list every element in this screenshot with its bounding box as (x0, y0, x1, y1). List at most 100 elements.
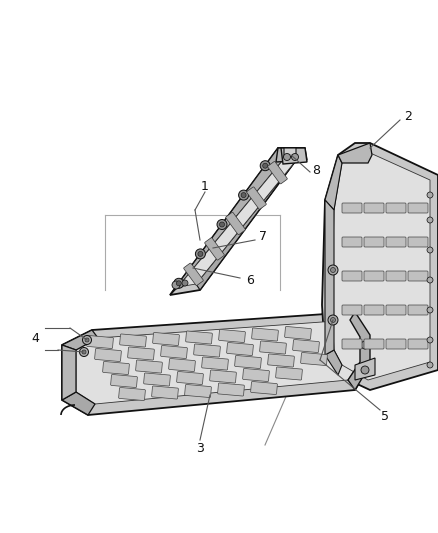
FancyBboxPatch shape (268, 354, 294, 367)
Circle shape (172, 281, 180, 289)
FancyBboxPatch shape (127, 347, 154, 360)
Circle shape (263, 163, 268, 168)
Circle shape (292, 154, 299, 160)
Polygon shape (76, 320, 360, 404)
FancyBboxPatch shape (293, 340, 319, 352)
FancyBboxPatch shape (408, 203, 428, 213)
FancyBboxPatch shape (95, 349, 121, 361)
FancyBboxPatch shape (120, 334, 146, 347)
FancyBboxPatch shape (408, 305, 428, 315)
Circle shape (427, 217, 433, 223)
Polygon shape (276, 148, 307, 162)
FancyBboxPatch shape (226, 212, 245, 235)
Polygon shape (62, 312, 370, 415)
FancyBboxPatch shape (119, 387, 145, 400)
Text: 8: 8 (312, 164, 320, 176)
Polygon shape (284, 148, 296, 157)
FancyBboxPatch shape (235, 356, 261, 368)
Circle shape (427, 337, 433, 343)
FancyBboxPatch shape (177, 372, 203, 384)
Polygon shape (170, 148, 305, 295)
FancyBboxPatch shape (364, 203, 384, 213)
Text: 1: 1 (201, 180, 209, 192)
FancyBboxPatch shape (342, 203, 362, 213)
Circle shape (182, 280, 188, 286)
Circle shape (283, 154, 290, 160)
FancyBboxPatch shape (364, 305, 384, 315)
Circle shape (198, 252, 203, 256)
FancyBboxPatch shape (260, 341, 286, 354)
FancyBboxPatch shape (144, 373, 170, 386)
Polygon shape (281, 148, 307, 164)
Circle shape (82, 350, 86, 354)
FancyBboxPatch shape (243, 368, 269, 382)
Polygon shape (62, 345, 76, 400)
Polygon shape (325, 350, 342, 375)
FancyBboxPatch shape (152, 386, 178, 399)
Text: 6: 6 (246, 273, 254, 287)
Circle shape (241, 192, 246, 198)
Polygon shape (170, 148, 283, 295)
FancyBboxPatch shape (364, 271, 384, 281)
FancyBboxPatch shape (184, 263, 203, 286)
Circle shape (427, 307, 433, 313)
Circle shape (80, 348, 88, 357)
Polygon shape (322, 143, 438, 390)
Circle shape (85, 338, 89, 342)
FancyBboxPatch shape (186, 331, 212, 344)
FancyBboxPatch shape (408, 237, 428, 247)
FancyBboxPatch shape (386, 203, 406, 213)
FancyBboxPatch shape (408, 271, 428, 281)
Text: 4: 4 (31, 332, 39, 344)
FancyBboxPatch shape (161, 345, 187, 359)
FancyBboxPatch shape (342, 305, 362, 315)
Text: 7: 7 (259, 230, 267, 244)
FancyBboxPatch shape (364, 339, 384, 349)
Circle shape (331, 318, 336, 322)
FancyBboxPatch shape (342, 237, 362, 247)
Polygon shape (325, 155, 342, 210)
Circle shape (427, 277, 433, 283)
Circle shape (174, 278, 184, 288)
Circle shape (195, 249, 205, 259)
FancyBboxPatch shape (252, 328, 279, 341)
FancyBboxPatch shape (102, 361, 129, 375)
Polygon shape (332, 152, 430, 380)
Polygon shape (355, 358, 375, 380)
FancyBboxPatch shape (201, 357, 228, 370)
Text: 5: 5 (381, 409, 389, 423)
Polygon shape (62, 330, 98, 350)
Polygon shape (325, 200, 334, 355)
Circle shape (361, 366, 369, 374)
FancyBboxPatch shape (386, 237, 406, 247)
FancyBboxPatch shape (285, 327, 311, 340)
FancyBboxPatch shape (136, 360, 162, 373)
FancyBboxPatch shape (342, 271, 362, 281)
FancyBboxPatch shape (169, 359, 195, 372)
Polygon shape (62, 392, 95, 415)
Circle shape (361, 341, 369, 349)
Text: 2: 2 (404, 109, 412, 123)
FancyBboxPatch shape (185, 384, 212, 398)
FancyBboxPatch shape (300, 352, 327, 366)
FancyBboxPatch shape (276, 367, 302, 380)
Circle shape (427, 247, 433, 253)
FancyBboxPatch shape (210, 370, 237, 383)
FancyBboxPatch shape (87, 335, 113, 349)
FancyBboxPatch shape (247, 187, 266, 209)
FancyBboxPatch shape (364, 237, 384, 247)
FancyBboxPatch shape (251, 382, 277, 394)
FancyBboxPatch shape (219, 329, 245, 343)
Polygon shape (178, 158, 298, 287)
Text: 3: 3 (196, 441, 204, 455)
Polygon shape (348, 312, 370, 390)
FancyBboxPatch shape (205, 238, 224, 260)
Circle shape (177, 281, 181, 286)
Circle shape (427, 362, 433, 368)
FancyBboxPatch shape (342, 339, 362, 349)
Circle shape (82, 335, 92, 344)
Polygon shape (338, 143, 372, 163)
FancyBboxPatch shape (386, 339, 406, 349)
FancyBboxPatch shape (408, 339, 428, 349)
Circle shape (427, 192, 433, 198)
